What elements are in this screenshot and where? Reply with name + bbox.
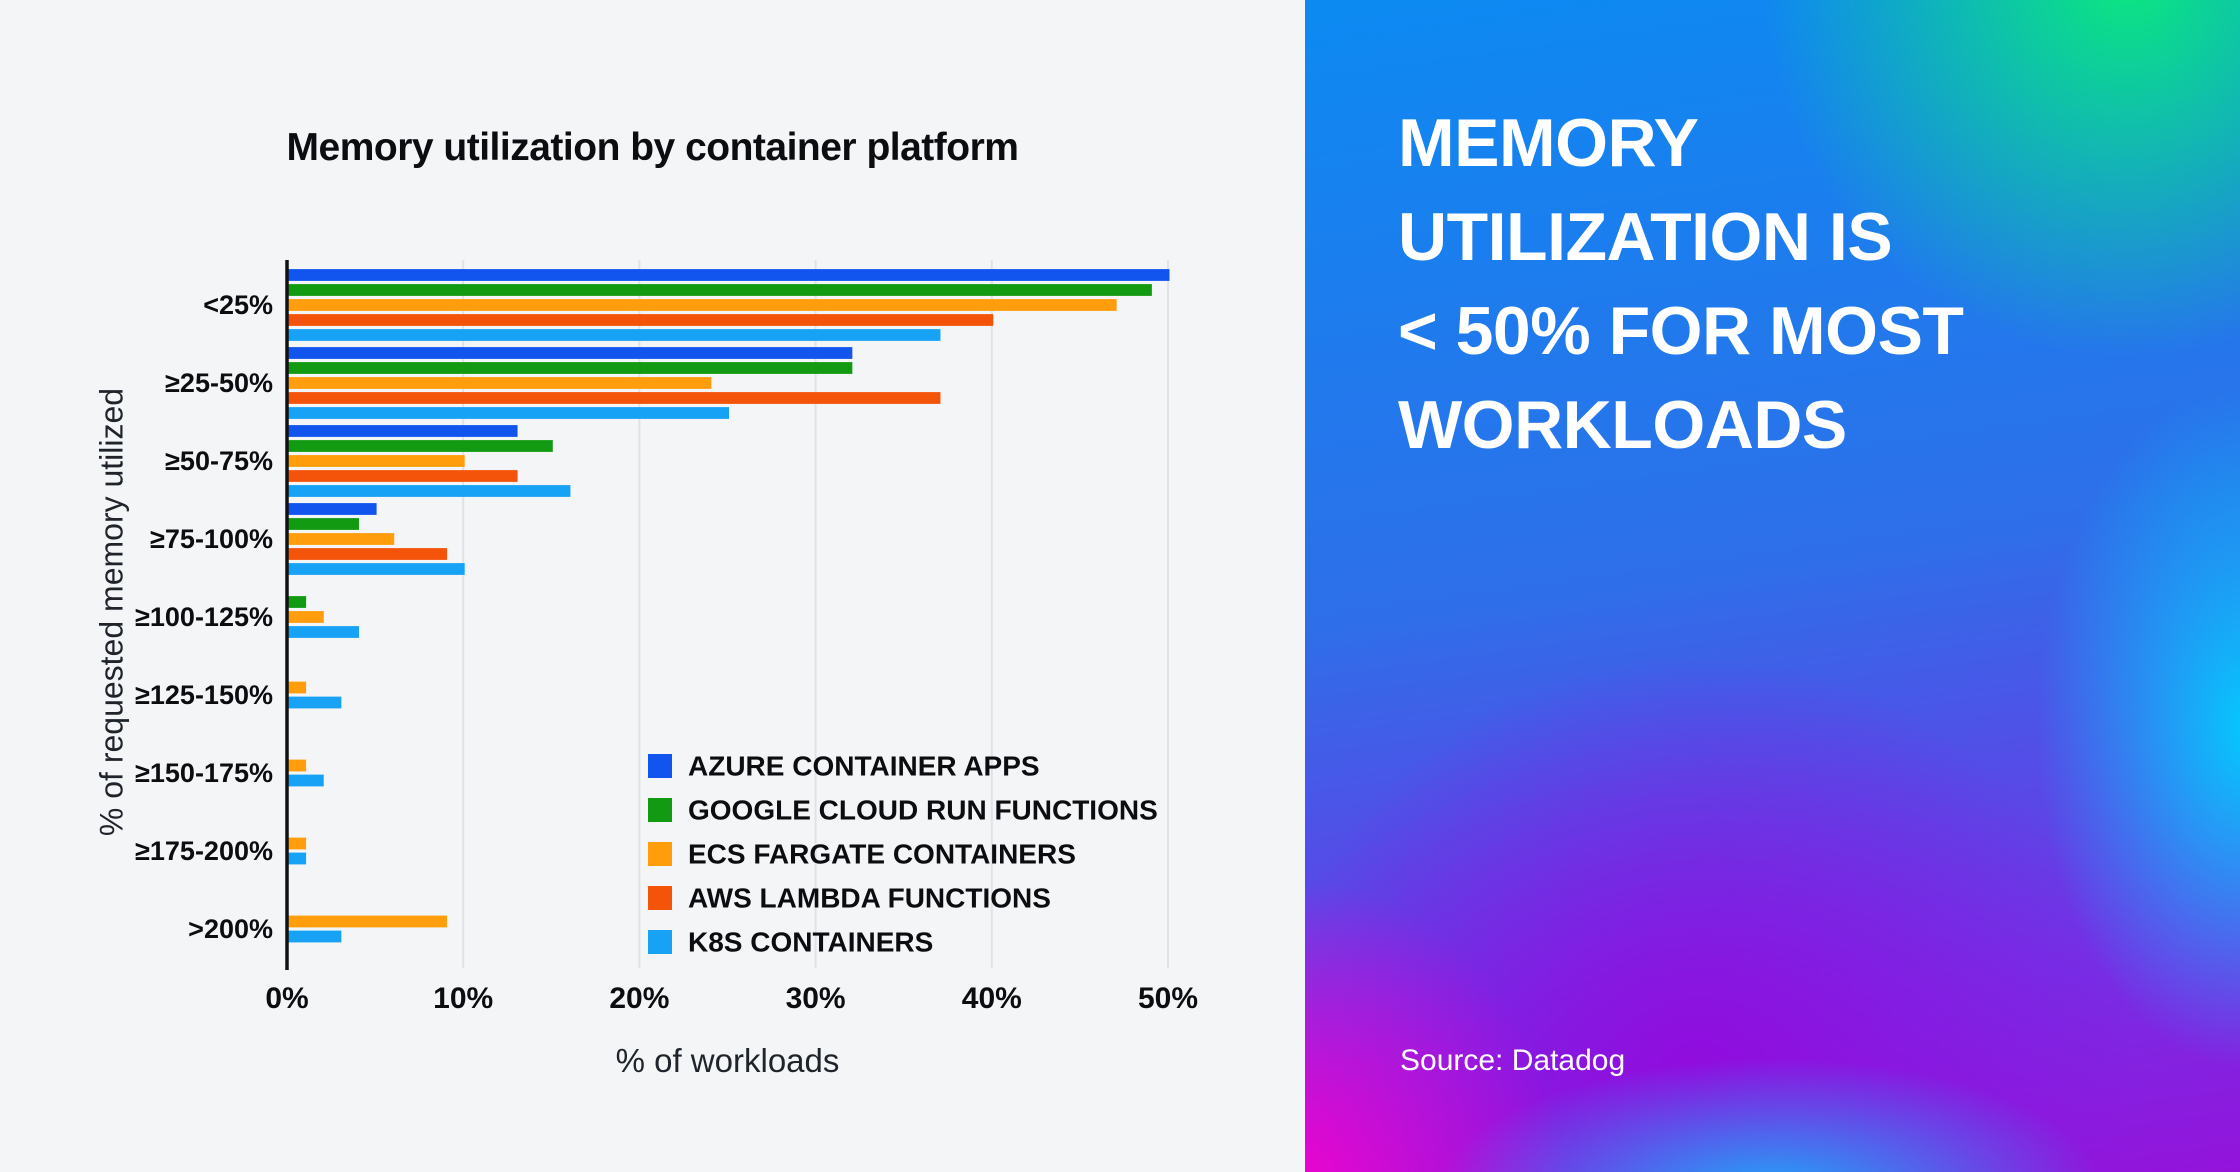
legend-label: AWS LAMBDA FUNCTIONS [688,883,1051,914]
bar [288,563,465,575]
bar [288,611,324,623]
category-label: ≥75-100% [150,524,273,554]
bar [288,314,994,326]
legend-swatch [648,842,672,866]
bar [288,425,518,437]
bar [288,596,307,608]
bar [288,377,712,389]
category-label: ≥150-175% [135,758,273,788]
bar [288,518,359,530]
bar [288,930,342,943]
bar [288,407,729,419]
x-tick-label: 20% [609,982,669,1015]
bar [288,626,359,638]
bar [288,440,553,452]
category-label: ≥25-50% [165,368,273,398]
chart-title: Memory utilization by container platform [286,126,1019,169]
bar [288,284,1152,296]
bar [288,759,307,772]
bar [288,533,395,545]
category-label: >200% [188,914,273,944]
category-label: ≥50-75% [165,446,273,476]
category-label: ≥100-125% [135,602,273,632]
bar [288,548,448,560]
bar [288,485,571,497]
bar [288,362,853,374]
bar [288,681,307,694]
legend-swatch [648,930,672,954]
legend-label: K8S CONTAINERS [688,927,933,958]
bar [288,503,377,515]
bar [288,299,1117,311]
chart-panel: Memory utilization by container platform… [0,0,1305,1172]
legend-swatch [648,754,672,778]
x-tick-label: 30% [786,982,846,1015]
x-tick-label: 0% [265,982,308,1015]
bar [288,837,307,850]
headline: MEMORY UTILIZATION IS < 50% FOR MOST WOR… [1398,105,1964,463]
bar [288,915,448,928]
bar [288,329,941,341]
bar [288,455,465,467]
highlight-panel: MEMORY UTILIZATION IS < 50% FOR MOST WOR… [1305,0,2240,1172]
y-axis-title: % of requested memory utilized [93,387,130,837]
legend-label: AZURE CONTAINER APPS [688,751,1040,782]
legend-swatch [648,798,672,822]
bar [288,696,342,709]
category-label: ≥125-150% [135,680,273,710]
source-attribution: Source: Datadog [1400,1044,1626,1077]
bar-chart: <25% ≥25-50% ≥50-75% ≥75-100% ≥100-125% ≥125-… [135,260,1198,1015]
bar [288,269,1170,281]
bar [288,852,307,865]
bar [288,392,941,404]
legend-swatch [648,886,672,910]
category-label: ≥175-200% [135,836,273,866]
category-label: <25% [203,290,273,320]
legend-label: ECS FARGATE CONTAINERS [688,839,1076,870]
x-tick-label: 40% [962,982,1022,1015]
legend-label: GOOGLE CLOUD RUN FUNCTIONS [688,795,1158,826]
bar [288,347,853,359]
x-axis-title: % of workloads [615,1042,840,1079]
x-tick-label: 10% [433,982,493,1015]
bar [288,470,518,482]
x-tick-label: 50% [1138,982,1198,1015]
bar [288,774,324,787]
